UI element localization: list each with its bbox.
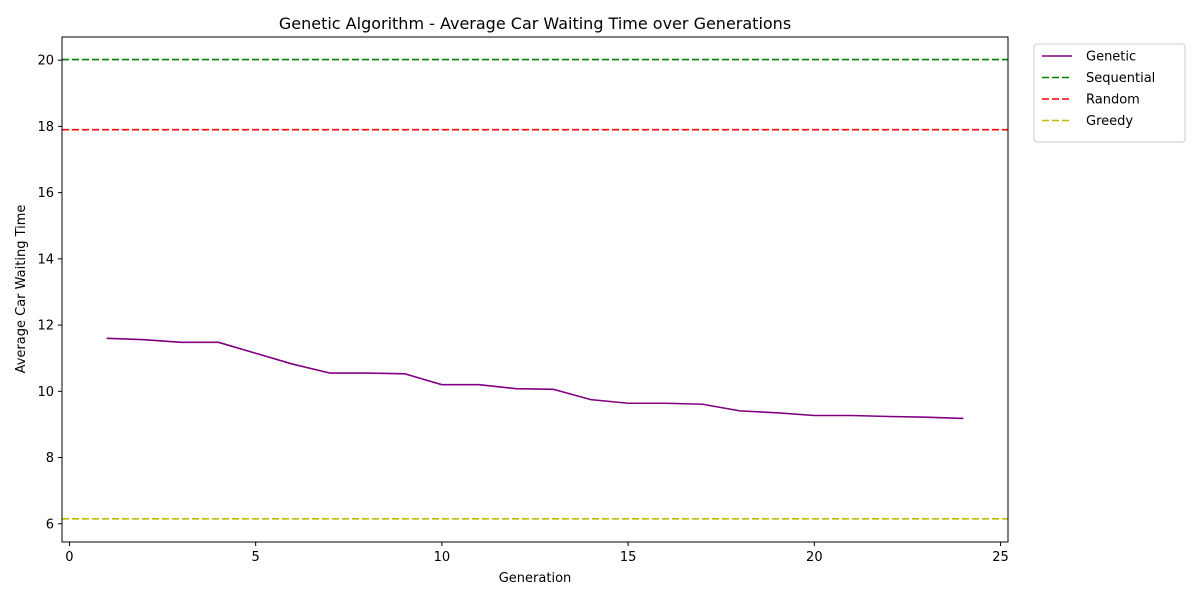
y-axis-label: Average Car Waiting Time — [14, 205, 29, 374]
plot-frame — [61, 36, 1009, 543]
legend-label-random: Random — [1086, 93, 1140, 108]
y-tick-label: 18 — [37, 120, 54, 135]
x-tick-label: 10 — [434, 550, 451, 565]
legend-label-greedy: Greedy — [1086, 114, 1133, 129]
x-tick-label: 25 — [992, 550, 1009, 565]
legend-label-genetic: Genetic — [1086, 50, 1136, 65]
y-tick-label: 20 — [37, 54, 54, 69]
y-tick-label: 6 — [46, 517, 54, 532]
chart-title: Genetic Algorithm - Average Car Waiting … — [279, 14, 791, 33]
x-axis-label: Generation — [499, 571, 572, 586]
x-tick-label: 20 — [806, 550, 823, 565]
y-tick-label: 10 — [37, 385, 54, 400]
y-tick-label: 16 — [37, 186, 54, 201]
legend: Genetic Sequential Random Greedy — [1033, 43, 1186, 143]
plot-area: 0 5 10 15 20 25 6 8 10 12 14 16 18 20 — [37, 36, 1009, 565]
x-tick-label: 0 — [65, 550, 73, 565]
x-tick-label: 15 — [620, 550, 637, 565]
series-line-genetic — [106, 337, 964, 420]
x-tick-label: 5 — [252, 550, 260, 565]
y-tick-label: 12 — [37, 319, 54, 334]
y-tick-label: 8 — [46, 451, 54, 466]
legend-label-sequential: Sequential — [1086, 71, 1155, 86]
y-tick-label: 14 — [37, 252, 54, 267]
legend-box — [1033, 43, 1186, 143]
